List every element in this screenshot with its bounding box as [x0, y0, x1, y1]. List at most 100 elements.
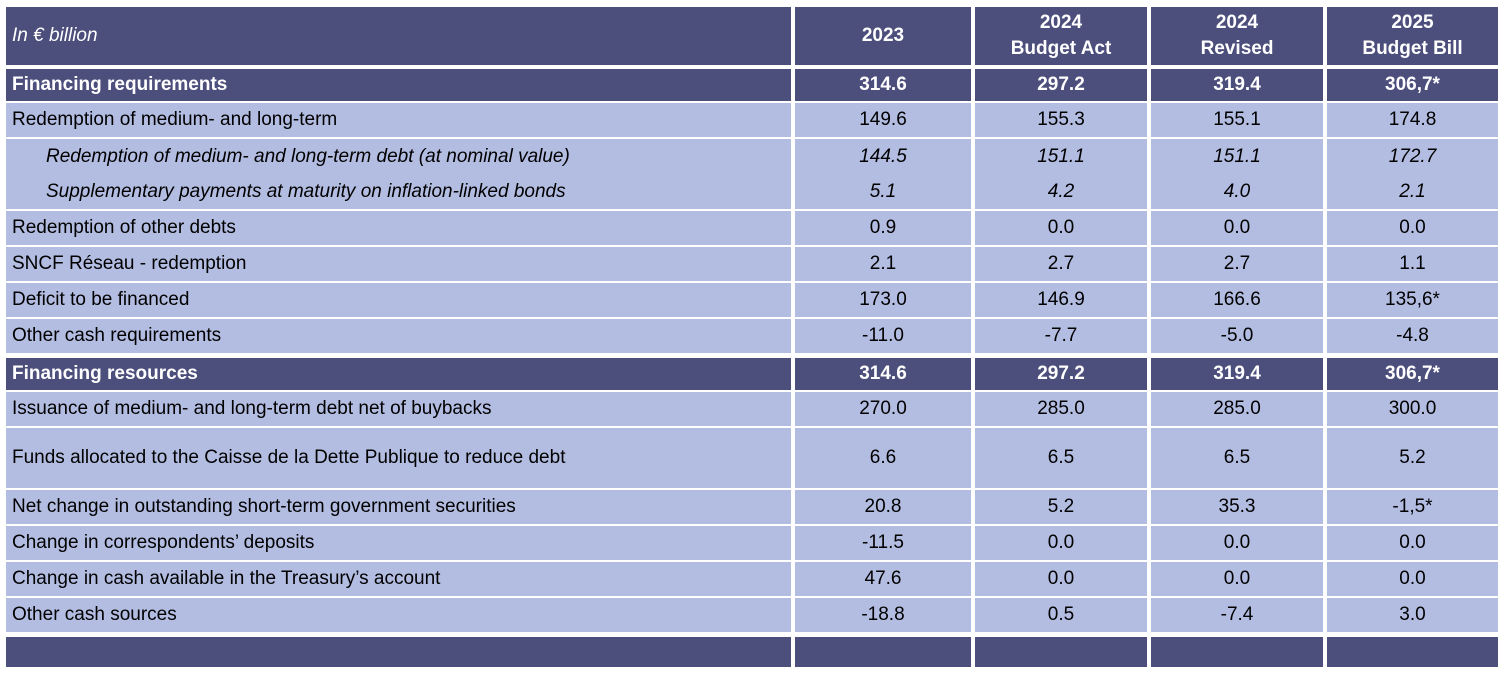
section-total: 314.6	[795, 69, 975, 103]
cell-value: 5.2	[975, 490, 1151, 526]
table-row: Net change in outstanding short-term gov…	[6, 490, 1498, 526]
cell-value: 47.6	[795, 562, 975, 598]
cell-value: 4.0	[1151, 174, 1327, 211]
column-header-subtitle: Budget Bill	[1362, 38, 1463, 59]
cell-value: 172.7	[1327, 139, 1498, 174]
section-total: 314.6	[795, 358, 975, 392]
cell-value: 5.2	[1327, 428, 1498, 490]
table-row: Issuance of medium- and long-term debt n…	[6, 392, 1498, 428]
cell-value: 174.8	[1327, 103, 1498, 139]
cell-value: 6.6	[795, 428, 975, 490]
cell-value: 285.0	[975, 392, 1151, 428]
column-header-2024-budget-act: 2024 Budget Act	[975, 7, 1151, 69]
row-label: Deficit to be financed	[6, 283, 795, 319]
column-header-2023: 2023	[795, 7, 975, 69]
table-row-sub: Redemption of medium- and long-term debt…	[6, 139, 1498, 174]
financing-table-container: In € billion 2023 2024 Budget Act 2024 Rev…	[6, 7, 1498, 667]
cell-value: 0.0	[975, 562, 1151, 598]
cell-value: 2.7	[1151, 247, 1327, 283]
row-label: SNCF Réseau - redemption	[6, 247, 795, 283]
cell-value: 6.5	[1151, 428, 1327, 490]
section-total: 306,7*	[1327, 358, 1498, 392]
table-row: Change in cash available in the Treasury…	[6, 562, 1498, 598]
row-label: Change in cash available in the Treasury…	[6, 562, 795, 598]
unit-label: In € billion	[6, 7, 795, 69]
cell-value: 166.6	[1151, 283, 1327, 319]
cell-value: 0.0	[1151, 562, 1327, 598]
row-label: Other cash sources	[6, 598, 795, 634]
section-title: Financing resources	[6, 358, 795, 392]
cell-value: 155.3	[975, 103, 1151, 139]
column-header-2025-budget-bill: 2025 Budget Bill	[1327, 7, 1498, 69]
column-header-2024-revised: 2024 Revised	[1151, 7, 1327, 69]
cell-value: 5.1	[795, 174, 975, 211]
cell-value: 144.5	[795, 139, 975, 174]
cell-value: 135,6*	[1327, 283, 1498, 319]
cell-value: 0.0	[1327, 562, 1498, 598]
footer-cell	[1327, 634, 1498, 667]
cell-value: 0.9	[795, 211, 975, 247]
cell-value: 285.0	[1151, 392, 1327, 428]
table-row: SNCF Réseau - redemption 2.1 2.7 2.7 1.1	[6, 247, 1498, 283]
cell-value: 0.0	[1151, 211, 1327, 247]
cell-value: 35.3	[1151, 490, 1327, 526]
row-label: Redemption of other debts	[6, 211, 795, 247]
section-total: 297.2	[975, 358, 1151, 392]
cell-value: 2.1	[795, 247, 975, 283]
cell-value: -7.4	[1151, 598, 1327, 634]
cell-value: -11.0	[795, 319, 975, 358]
column-header-subtitle: Budget Act	[1010, 38, 1112, 59]
cell-value: 151.1	[975, 139, 1151, 174]
cell-value: 270.0	[795, 392, 975, 428]
column-header-subtitle: Revised	[1200, 38, 1274, 59]
cell-value: 2.1	[1327, 174, 1498, 211]
cell-value: 1.1	[1327, 247, 1498, 283]
cell-value: 155.1	[1151, 103, 1327, 139]
section-total: 319.4	[1151, 69, 1327, 103]
cell-value: -5.0	[1151, 319, 1327, 358]
cell-value: 151.1	[1151, 139, 1327, 174]
row-label: Issuance of medium- and long-term debt n…	[6, 392, 795, 428]
section-total: 306,7*	[1327, 69, 1498, 103]
footer-cell	[6, 634, 795, 667]
cell-value: 0.0	[1327, 211, 1498, 247]
column-header-year: 2023	[861, 25, 905, 46]
cell-value: 6.5	[975, 428, 1151, 490]
cell-value: 0.0	[975, 526, 1151, 562]
table-row: Funds allocated to the Caisse de la Dett…	[6, 428, 1498, 490]
cell-value: -7.7	[975, 319, 1151, 358]
row-label: Other cash requirements	[6, 319, 795, 358]
table-row: Deficit to be financed 173.0 146.9 166.6…	[6, 283, 1498, 319]
cell-value: -4.8	[1327, 319, 1498, 358]
table-row-sub: Supplementary payments at maturity on in…	[6, 174, 1498, 211]
row-label: Supplementary payments at maturity on in…	[6, 174, 795, 211]
cell-value: 2.7	[975, 247, 1151, 283]
table-row: Change in correspondents’ deposits -11.5…	[6, 526, 1498, 562]
section-total: 297.2	[975, 69, 1151, 103]
row-label: Funds allocated to the Caisse de la Dett…	[6, 428, 795, 490]
table-row: Redemption of medium- and long-term 149.…	[6, 103, 1498, 139]
column-header-year: 2025	[1391, 12, 1434, 33]
section-row-financing-resources: Financing resources 314.6 297.2 319.4 30…	[6, 358, 1498, 392]
footer-cell	[975, 634, 1151, 667]
column-header-year: 2024	[1215, 12, 1259, 33]
cell-value: 0.0	[975, 211, 1151, 247]
row-label: Change in correspondents’ deposits	[6, 526, 795, 562]
cell-value: 149.6	[795, 103, 975, 139]
section-row-financing-requirements: Financing requirements 314.6 297.2 319.4…	[6, 69, 1498, 103]
column-header-year: 2024	[1039, 12, 1083, 33]
table-row: Redemption of other debts 0.9 0.0 0.0 0.…	[6, 211, 1498, 247]
footer-cell	[1151, 634, 1327, 667]
footer-cell	[795, 634, 975, 667]
cell-value: 173.0	[795, 283, 975, 319]
table-row: Other cash sources -18.8 0.5 -7.4 3.0	[6, 598, 1498, 634]
cell-value: 0.0	[1151, 526, 1327, 562]
financing-table: In € billion 2023 2024 Budget Act 2024 Rev…	[6, 7, 1498, 667]
section-title: Financing requirements	[6, 69, 795, 103]
cell-value: -1,5*	[1327, 490, 1498, 526]
cell-value: 300.0	[1327, 392, 1498, 428]
row-label: Redemption of medium- and long-term debt…	[6, 139, 795, 174]
row-label: Net change in outstanding short-term gov…	[6, 490, 795, 526]
cell-value: 4.2	[975, 174, 1151, 211]
table-row: Other cash requirements -11.0 -7.7 -5.0 …	[6, 319, 1498, 358]
